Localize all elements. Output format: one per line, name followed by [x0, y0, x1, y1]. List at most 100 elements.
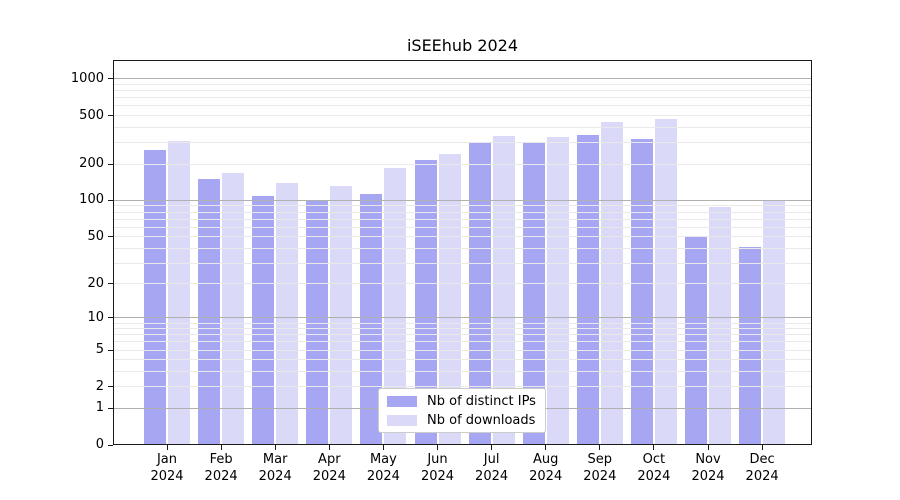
y-tick-label: 20 — [87, 275, 104, 291]
x-axis-tick — [274, 445, 276, 450]
gridline-minor — [114, 247, 811, 249]
x-tick-label-jan: Jan 2024 — [139, 451, 195, 485]
legend-swatch-downloads — [387, 414, 417, 426]
bar-apr-downloads — [330, 186, 353, 444]
y-axis-tick — [108, 283, 113, 285]
gridline-minor — [114, 163, 811, 165]
y-axis-tick — [108, 78, 113, 80]
gridline-minor — [114, 142, 811, 144]
y-axis-tick — [108, 444, 113, 446]
gridline-minor — [114, 236, 811, 238]
month-label: Sep — [587, 452, 613, 467]
month-label: Jul — [483, 452, 500, 467]
year-label: 2024 — [637, 469, 671, 484]
month-label: Dec — [749, 452, 775, 467]
year-label: 2024 — [150, 469, 184, 484]
bar-jul-ips — [468, 143, 491, 444]
x-axis-tick — [491, 445, 493, 450]
x-tick-label-apr: Apr 2024 — [301, 451, 357, 485]
x-tick-label-nov: Nov 2024 — [680, 451, 736, 485]
y-axis-tick — [108, 317, 113, 319]
month-label: Mar — [262, 452, 288, 467]
gridline-minor — [114, 126, 811, 128]
legend-row: Nb of distinct IPs — [387, 394, 537, 409]
y-tick-label: 50 — [87, 228, 104, 244]
y-axis-tick — [108, 386, 113, 388]
legend-label: Nb of downloads — [427, 412, 536, 428]
gridline-minor — [114, 218, 811, 220]
month-label: May — [369, 452, 397, 467]
bar-nov-downloads — [709, 207, 731, 444]
x-axis-tick — [761, 445, 763, 450]
gridline-minor — [114, 262, 811, 264]
bar-aug-downloads — [546, 137, 569, 444]
y-tick-label: 200 — [79, 156, 104, 171]
y-axis-tick — [108, 236, 113, 238]
y-tick-label: 1000 — [70, 70, 104, 86]
bar-feb-downloads — [222, 173, 245, 444]
month-label: Apr — [318, 452, 341, 467]
gridline-minor — [114, 90, 811, 92]
x-tick-label-jun: Jun 2024 — [410, 451, 466, 485]
x-axis-tick — [382, 445, 384, 450]
bar-feb-ips — [198, 179, 221, 444]
gridline-minor — [114, 322, 811, 324]
gridline-minor — [114, 386, 811, 388]
bar-sep-ips — [576, 134, 599, 444]
gridline-minor — [114, 115, 811, 117]
bar-nov-ips — [685, 236, 707, 444]
gridline-minor — [114, 97, 811, 99]
bar-jul-downloads — [492, 136, 515, 444]
bar-apr-ips — [306, 200, 329, 444]
bar-aug-ips — [522, 143, 545, 444]
y-axis-tick — [108, 407, 113, 409]
bar-dec-downloads — [763, 200, 786, 444]
x-tick-label-sep: Sep 2024 — [572, 451, 628, 485]
month-label: Jun — [427, 452, 448, 467]
y-axis-tick — [108, 115, 113, 117]
month-label: Nov — [695, 452, 721, 467]
bar-dec-ips — [739, 246, 762, 444]
x-axis-tick — [707, 445, 709, 450]
bar-oct-downloads — [654, 119, 677, 444]
x-axis-tick — [545, 445, 547, 450]
bar-jan-ips — [144, 150, 166, 444]
y-tick-label: 0 — [95, 437, 104, 452]
legend: Nb of distinct IPs Nb of downloads — [378, 388, 546, 433]
x-axis-tick — [220, 445, 222, 450]
legend-row: Nb of downloads — [387, 413, 537, 428]
x-tick-label-aug: Aug 2024 — [518, 451, 574, 485]
gridline-minor — [114, 205, 811, 207]
bar-oct-ips — [630, 138, 653, 444]
x-axis-tick — [653, 445, 655, 450]
y-axis-tick — [108, 163, 113, 165]
year-label: 2024 — [420, 469, 455, 484]
legend-label: Nb of distinct IPs — [427, 393, 536, 409]
gridline-minor — [114, 328, 811, 330]
chart-title: iSEEhub 2024 — [406, 36, 519, 55]
y-tick-label: 5 — [95, 342, 104, 358]
gridline-minor — [114, 341, 811, 343]
x-axis-tick — [599, 445, 601, 450]
gridline-minor — [114, 211, 811, 213]
month-label: Feb — [209, 452, 233, 467]
gridline-minor — [114, 359, 811, 361]
bar-mar-downloads — [276, 182, 299, 444]
year-label: 2024 — [583, 469, 617, 484]
bar-may-ips — [360, 194, 383, 444]
y-tick-label: 500 — [79, 107, 104, 123]
year-label: 2024 — [745, 469, 779, 484]
y-axis-tick — [108, 349, 113, 351]
gridline-minor — [114, 371, 811, 373]
month-label: Aug — [532, 452, 559, 467]
x-tick-label-dec: Dec 2024 — [734, 451, 790, 485]
gridline-minor — [114, 349, 811, 351]
year-label: 2024 — [312, 469, 346, 484]
bar-mar-ips — [252, 196, 275, 444]
gridline-minor — [114, 226, 811, 228]
x-axis-tick — [328, 445, 330, 450]
x-axis-tick — [166, 445, 168, 450]
gridline-minor — [114, 283, 811, 285]
gridline-minor — [114, 105, 811, 107]
